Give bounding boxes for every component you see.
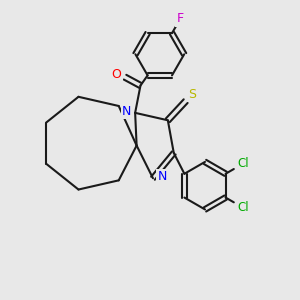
- Text: N: N: [122, 105, 131, 118]
- Text: Cl: Cl: [237, 157, 249, 170]
- Text: Cl: Cl: [237, 201, 249, 214]
- Text: F: F: [177, 12, 184, 25]
- Text: O: O: [111, 68, 121, 81]
- Text: S: S: [188, 88, 196, 101]
- Text: N: N: [158, 170, 167, 183]
